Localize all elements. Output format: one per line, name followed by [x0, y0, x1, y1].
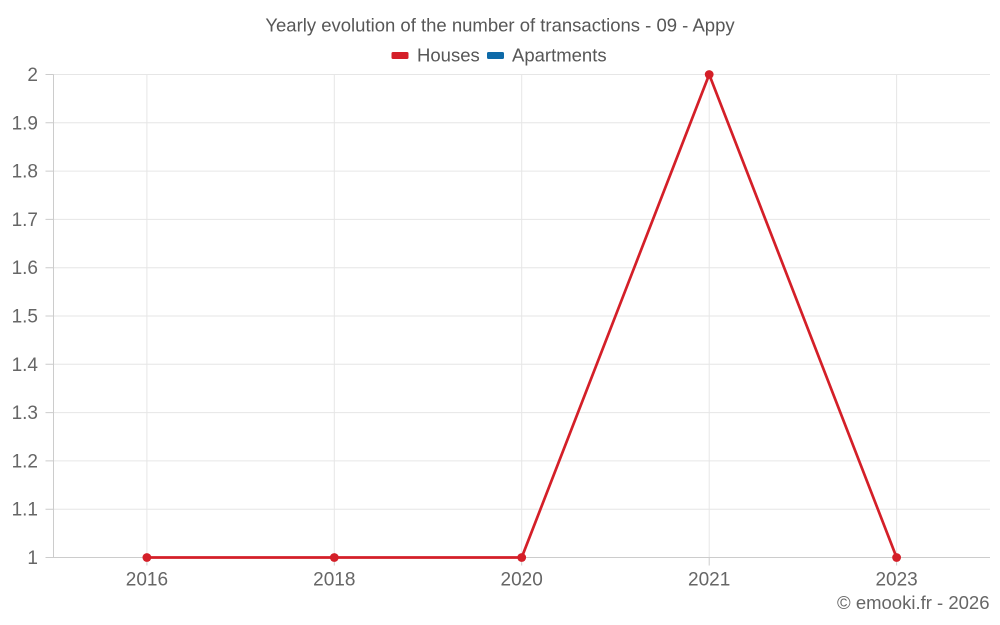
svg-text:1.5: 1.5 [12, 307, 38, 328]
svg-text:Apartments: Apartments [512, 45, 607, 66]
svg-text:2018: 2018 [313, 570, 355, 591]
svg-text:1.1: 1.1 [12, 500, 38, 521]
svg-text:© emooki.fr - 2026: © emooki.fr - 2026 [837, 592, 989, 613]
svg-text:1.6: 1.6 [12, 258, 38, 279]
svg-text:1.9: 1.9 [12, 113, 38, 134]
svg-text:1.3: 1.3 [12, 403, 38, 424]
svg-text:2: 2 [27, 65, 38, 86]
svg-text:1: 1 [27, 548, 38, 569]
svg-text:1.7: 1.7 [12, 210, 38, 231]
svg-text:Houses: Houses [417, 45, 480, 66]
svg-text:2020: 2020 [501, 570, 543, 591]
svg-text:1.2: 1.2 [12, 451, 38, 472]
svg-text:2021: 2021 [688, 570, 730, 591]
svg-text:2016: 2016 [126, 570, 168, 591]
svg-text:2023: 2023 [875, 570, 917, 591]
svg-text:1.4: 1.4 [12, 355, 39, 376]
svg-text:1.8: 1.8 [12, 162, 38, 183]
svg-text:Yearly evolution of the number: Yearly evolution of the number of transa… [265, 15, 735, 36]
